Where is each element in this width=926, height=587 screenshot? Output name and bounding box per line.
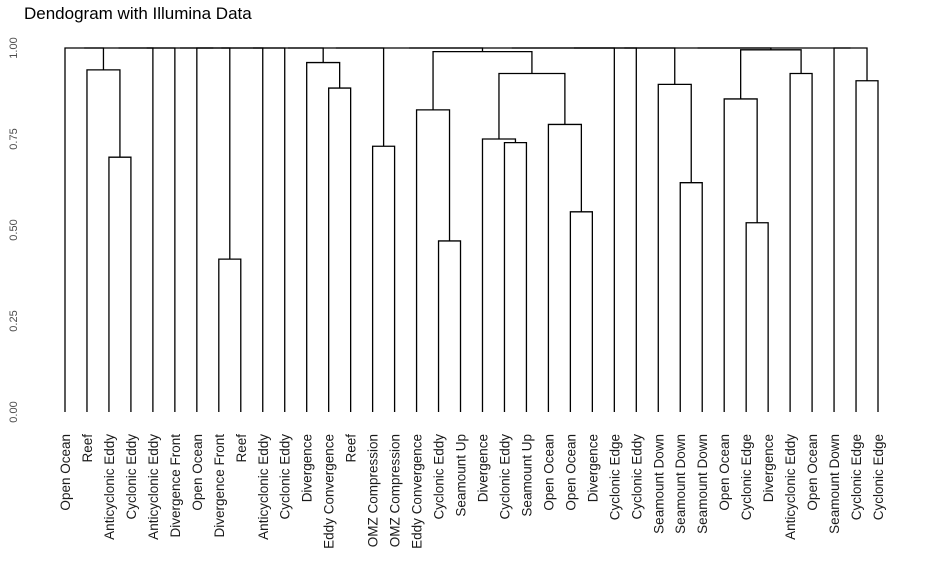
- dendrogram-branch: [569, 211, 594, 412]
- dendrogram-branch: [180, 47, 264, 412]
- leaf-label: Open Ocean: [717, 434, 732, 511]
- leaf-label: Cyclonic Edge: [607, 434, 622, 520]
- leaf-label: Open Ocean: [805, 434, 820, 511]
- leaf-label: Seamount Down: [695, 434, 710, 534]
- leaf-label: Reef: [80, 434, 95, 463]
- dendrogram-branch: [415, 109, 451, 412]
- dendrogram-branch: [723, 98, 758, 412]
- dendrogram-branch: [221, 47, 286, 412]
- dendrogram-branch: [64, 47, 105, 412]
- leaf-label: Open Ocean: [190, 434, 205, 511]
- leaf-label: Divergence: [300, 434, 315, 502]
- dendrogram-branch: [84, 47, 154, 412]
- leaf-label: Eddy Convergence: [322, 434, 337, 549]
- leaf-label: Divergence Front: [168, 434, 183, 538]
- leaf-label: Seamount Down: [827, 434, 842, 534]
- leaf-label: Reef: [344, 434, 359, 463]
- dendrogram-branch: [833, 47, 868, 412]
- leaf-label: Reef: [234, 434, 249, 463]
- leaf-label: Seamount Down: [673, 434, 688, 534]
- y-tick-label: 0.50: [8, 219, 20, 240]
- leaf-label: Cyclonic Eddy: [497, 434, 512, 520]
- y-tick-label: 0.00: [8, 401, 20, 422]
- dendrogram-branch: [409, 47, 615, 412]
- dendrogram-branch: [740, 49, 802, 99]
- dendrogram-branch: [253, 47, 324, 63]
- dendrogram-branch: [503, 141, 528, 412]
- leaf-label: Open Ocean: [563, 434, 578, 511]
- leaf-label: Anticyclonic Eddy: [256, 434, 271, 540]
- dendrogram-branch: [745, 222, 769, 412]
- dendrogram-branch: [679, 182, 703, 412]
- leaf-label: Seamount Up: [519, 434, 534, 517]
- dendrogram-branch: [789, 72, 813, 412]
- dendrogram-branch: [371, 145, 396, 412]
- leaf-label: Open Ocean: [58, 434, 73, 511]
- dendrogram-branch: [498, 72, 566, 139]
- leaf-label: Divergence Front: [212, 434, 227, 538]
- dendrogram-branch: [481, 138, 517, 412]
- y-tick-label: 0.25: [8, 310, 20, 331]
- leaf-label: OMZ Compression: [366, 434, 381, 547]
- leaf-label: Cyclonic Eddy: [629, 434, 644, 520]
- leaf-label: Cyclonic Eddy: [278, 434, 293, 520]
- leaf-label: Divergence: [761, 434, 776, 502]
- y-tick-label: 1.00: [8, 37, 20, 58]
- dendrogram-branch: [118, 47, 176, 412]
- chart-title: Dendogram with Illumina Data: [24, 4, 252, 23]
- leaf-label: Anticyclonic Eddy: [783, 434, 798, 540]
- leaf-label: Cyclonic Edge: [849, 434, 864, 520]
- dendrogram-branch: [855, 80, 879, 412]
- dendrogram-branch: [86, 69, 121, 412]
- dendrogram-branch: [437, 240, 462, 412]
- dendrogram-branch: [306, 61, 341, 412]
- dendrogram-branch: [196, 47, 231, 412]
- leaf-label: Divergence: [475, 434, 490, 502]
- leaf-label: Cyclonic Edge: [871, 434, 886, 520]
- dendrogram-branch: [432, 50, 533, 110]
- leaf-label: Eddy Convergence: [410, 434, 425, 549]
- leaf-label: Divergence: [585, 434, 600, 502]
- leaf-label: Cyclonic Eddy: [432, 434, 447, 520]
- leaf-label: Anticyclonic Eddy: [146, 434, 161, 540]
- y-tick-label: 0.75: [8, 128, 20, 149]
- dendrogram-branch: [218, 258, 242, 412]
- leaf-label: Seamount Up: [454, 434, 469, 517]
- dendrogram-branches: [64, 47, 879, 412]
- leaf-labels: Open Ocean Reef Anticyclonic Eddy Cyclonic …: [58, 434, 886, 549]
- y-axis: 0.00 0.25 0.50 0.75 1.00: [8, 37, 20, 422]
- leaf-label: Anticyclonic Eddy: [102, 434, 117, 540]
- dendrogram-branch: [547, 123, 583, 412]
- dendrogram-branch: [657, 83, 692, 412]
- leaf-label: Cyclonic Edge: [739, 434, 754, 520]
- leaf-label: Open Ocean: [541, 434, 556, 511]
- dendrogram-branch: [328, 87, 352, 412]
- dendrogram-branch: [108, 156, 132, 412]
- leaf-label: Seamount Down: [651, 434, 666, 534]
- leaf-label: Cyclonic Eddy: [124, 434, 139, 520]
- leaf-label: OMZ Compression: [388, 434, 403, 547]
- dendrogram-branch: [574, 47, 676, 85]
- dendrogram-branch: [511, 47, 637, 412]
